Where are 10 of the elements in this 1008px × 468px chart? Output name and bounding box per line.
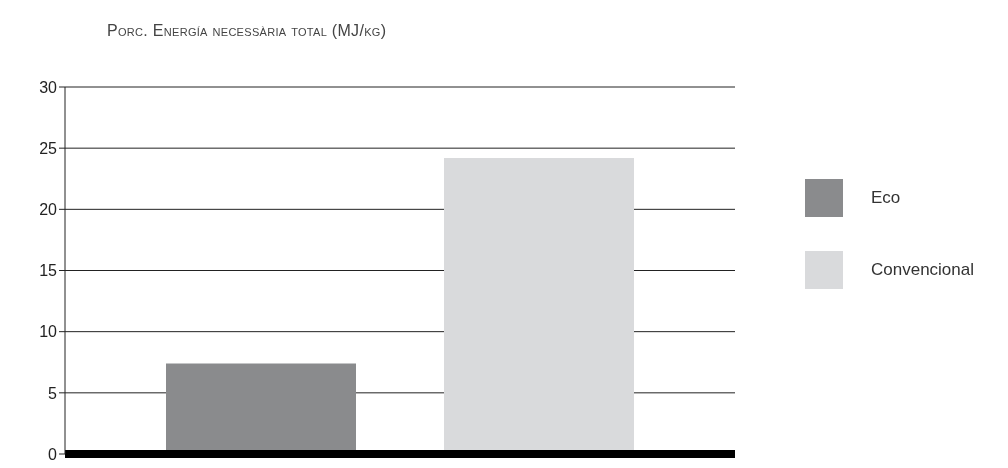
legend-label: Eco [871,188,901,208]
y-tick-label: 20 [39,201,58,219]
y-tick-label: 10 [39,323,58,341]
y-tick-label: 25 [39,139,58,157]
y-tick-label: 5 [48,384,58,402]
chart-title: Porc. Energía necessària total (MJ/kg) [107,22,387,40]
y-tick-label: 30 [39,78,58,96]
legend-label: Convencional [871,260,975,280]
y-tick-label: 15 [39,262,58,280]
y-tick-label: 0 [48,445,58,463]
